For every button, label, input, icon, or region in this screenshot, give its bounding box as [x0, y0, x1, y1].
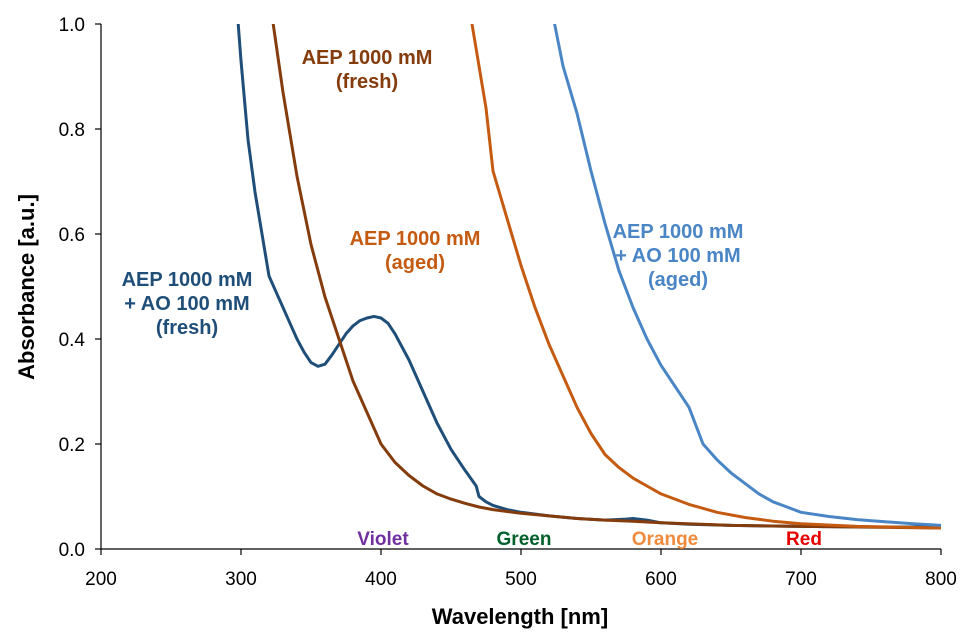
- annotation-aep-ao-fresh: AEP 1000 mM + AO 100 mM (fresh): [122, 269, 253, 339]
- tick-labels: 200 300 400 500 600 700 800 0.0 0.2 0.4 0.6 0.8 1.0: [59, 15, 957, 590]
- x-tick-label: 200: [85, 569, 117, 590]
- plot-frame: [95, 23, 942, 555]
- annotation-line: + AO 100 mM: [615, 245, 740, 267]
- y-tick-label: 0.2: [59, 435, 85, 456]
- annotation-line: AEP 1000 mM: [122, 269, 253, 291]
- band-label-red: Red: [786, 529, 822, 550]
- annotation-line: AEP 1000 mM: [302, 47, 433, 69]
- x-tick-label: 400: [365, 569, 397, 590]
- x-tick-label: 300: [225, 569, 257, 590]
- x-tick-label: 800: [925, 569, 957, 590]
- annotation-line: AEP 1000 mM: [613, 221, 744, 243]
- x-tick-label: 700: [785, 569, 817, 590]
- annotation-line: (fresh): [336, 71, 398, 93]
- x-tick-label: 600: [645, 569, 677, 590]
- series-line-aep-fresh: [271, 24, 941, 530]
- annotation-aep-ao-aged: AEP 1000 mM + AO 100 mM (aged): [613, 221, 744, 291]
- series-line-aep-aged: [470, 24, 941, 530]
- y-axis-title: Absorbance [a.u.]: [14, 194, 39, 380]
- series-line-aep-ao-aged: [553, 24, 941, 527]
- series-layer: [236, 24, 941, 530]
- color-band-labels: Violet Green Orange Red: [357, 529, 822, 550]
- x-axis-title: Wavelength [nm]: [432, 604, 608, 629]
- x-tick-label: 500: [505, 569, 537, 590]
- y-tick-label: 0.8: [59, 120, 85, 141]
- y-tick-label: 0.6: [59, 225, 85, 246]
- series-line-aep-ao-fresh: [236, 24, 941, 529]
- annotation-layer: AEP 1000 mM (fresh)AEP 1000 mM (aged)AEP 1…: [122, 47, 744, 339]
- annotation-aep-aged: AEP 1000 mM (aged): [350, 228, 481, 274]
- band-label-green: Green: [497, 529, 552, 550]
- band-label-orange: Orange: [632, 529, 699, 550]
- annotation-aep-fresh: AEP 1000 mM (fresh): [302, 47, 433, 93]
- y-tick-label: 0.4: [59, 330, 86, 351]
- annotation-line: (aged): [648, 269, 708, 291]
- annotation-line: (fresh): [156, 317, 218, 339]
- annotation-line: AEP 1000 mM: [350, 228, 481, 250]
- y-tick-label: 0.0: [59, 540, 85, 561]
- annotation-line: (aged): [385, 252, 445, 274]
- annotation-line: + AO 100 mM: [124, 293, 249, 315]
- band-label-violet: Violet: [357, 529, 409, 550]
- y-tick-label: 1.0: [59, 15, 85, 36]
